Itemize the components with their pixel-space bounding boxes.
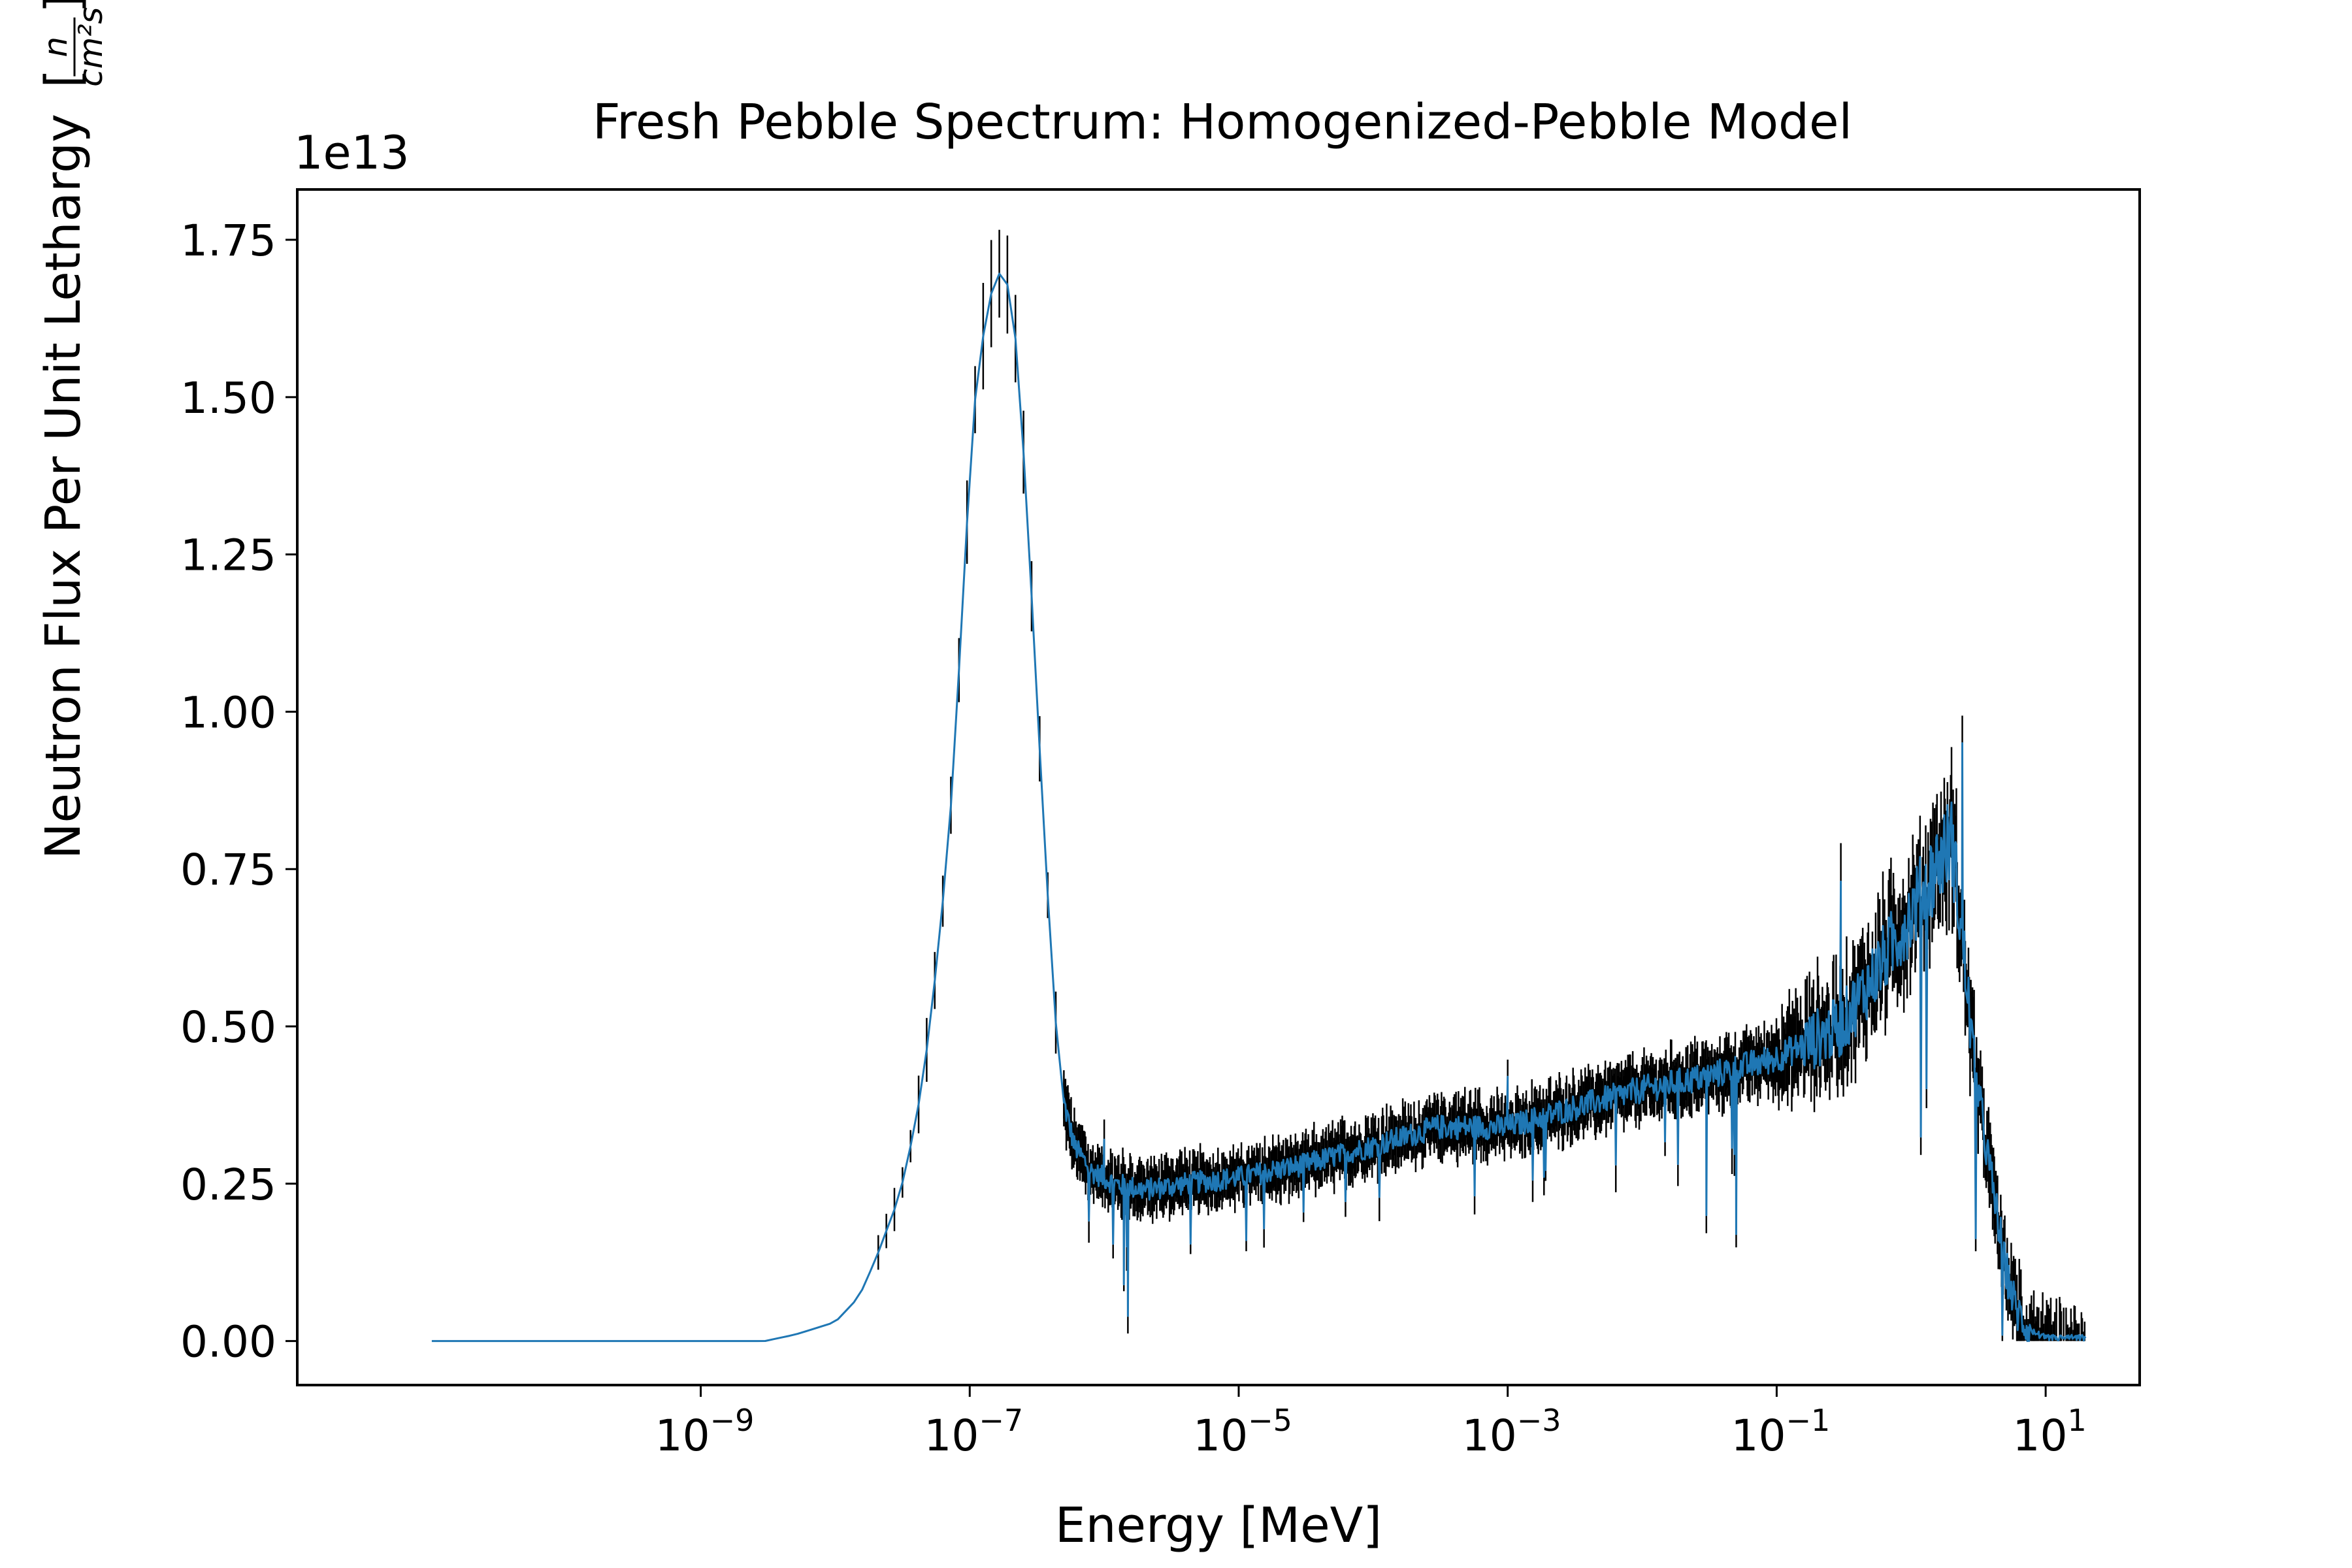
chart-title: Fresh Pebble Spectrum: Homogenized-Pebbl… — [593, 94, 1852, 150]
y-axis-unit-open-bracket: [ — [35, 69, 91, 88]
y-offset-text: 1e13 — [294, 126, 410, 180]
x-tick-label: 10−7 — [924, 1403, 1023, 1461]
error-bars — [877, 229, 2086, 1341]
y-tick-label: 1.25 — [180, 531, 276, 581]
y-tick-label: 0.75 — [180, 845, 276, 895]
y-tick-label: 1.50 — [180, 373, 276, 423]
y-tick-label: 0.00 — [180, 1317, 276, 1367]
y-tick-label: 1.00 — [180, 687, 276, 738]
series-line — [431, 272, 2087, 1343]
y-tick-label: 0.50 — [180, 1002, 276, 1053]
y-tick-label: 1.75 — [180, 216, 276, 266]
x-tick-label: 10−5 — [1193, 1403, 1292, 1461]
x-tick-label: 10−9 — [655, 1403, 755, 1461]
plot-frame — [296, 188, 2141, 1386]
y-axis-label: Neutron Flux Per Unit Lethargy [ — [35, 69, 91, 859]
y-axis: 0.00 0.25 0.50 0.75 1.00 1.25 1.50 1.75 — [180, 216, 297, 1367]
series-layer — [431, 272, 2087, 1343]
y-axis-unit-denominator: cm²s — [72, 7, 110, 87]
y-axis-unit: n cm²s ] — [35, 0, 110, 87]
x-tick-label: 10−1 — [1731, 1403, 1831, 1461]
y-axis-label-group: Neutron Flux Per Unit Lethargy [ n cm²s … — [35, 0, 110, 859]
x-axis: 10−9 10−7 10−5 10−3 10−1 101 — [655, 1385, 2087, 1461]
x-tick-label: 10−3 — [1462, 1403, 1561, 1461]
y-axis-unit-numerator: n — [37, 37, 74, 57]
x-tick-label: 101 — [2012, 1403, 2086, 1461]
y-axis-unit-close-bracket: ] — [35, 0, 91, 13]
y-tick-label: 0.25 — [180, 1160, 276, 1210]
x-axis-label: Energy [MeV] — [1055, 1497, 1382, 1554]
y-axis-label-text: Neutron Flux Per Unit Lethargy — [35, 114, 91, 859]
